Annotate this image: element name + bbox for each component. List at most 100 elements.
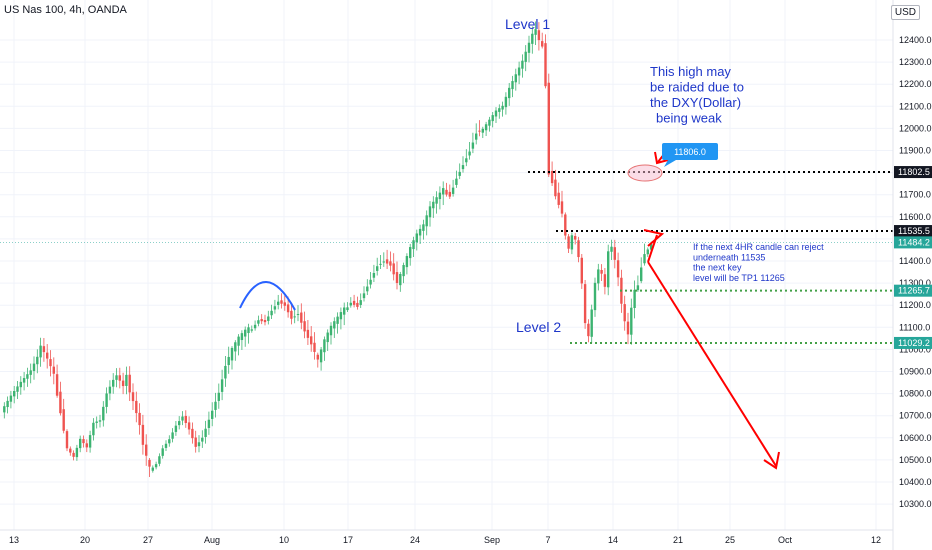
candle-body	[174, 425, 178, 432]
candle-body	[352, 300, 356, 305]
currency-button[interactable]: USD	[890, 5, 920, 20]
y-tick-label: 11600.0	[899, 212, 931, 222]
candle-body	[468, 151, 471, 156]
candle-body	[636, 285, 640, 291]
candle-body	[273, 306, 277, 310]
candle-body	[521, 60, 524, 69]
candle-body	[263, 320, 267, 323]
rejection-arrow-line	[647, 234, 658, 263]
candle-body	[293, 316, 296, 318]
candle-body	[75, 447, 79, 458]
candle-body	[148, 459, 151, 467]
x-tick-label: 14	[608, 535, 618, 545]
price-label-badge	[894, 236, 932, 249]
candle-body	[379, 263, 382, 265]
candle-body	[52, 366, 55, 374]
candle-body	[643, 254, 646, 264]
candle-body	[39, 345, 42, 358]
candle-body	[19, 381, 22, 388]
candle-body	[590, 309, 593, 337]
candle-body	[118, 375, 121, 381]
red-arrows	[643, 143, 780, 470]
y-axis-ticks: 12400.0 12300.0 12200.0 12100.0 12000.0 11900…	[899, 35, 932, 509]
price-label-badge	[894, 166, 932, 179]
candle-body	[211, 410, 214, 419]
candle-body	[326, 332, 329, 343]
y-tick-label: 10500.0	[899, 455, 932, 465]
x-tick-label: 12	[871, 535, 881, 545]
plan-text-line: If the next 4HR candle can reject	[693, 242, 824, 252]
candle-body	[310, 336, 313, 345]
candle-body	[445, 189, 448, 195]
candle-body	[607, 251, 610, 288]
candle-body	[36, 356, 39, 365]
y-tick-label: 10700.0	[899, 411, 932, 421]
candle-body	[247, 327, 250, 334]
candle-body	[16, 386, 19, 392]
candle-body	[646, 249, 649, 255]
candle-body	[234, 342, 237, 352]
candle-body	[187, 422, 191, 430]
x-tick-label: 20	[80, 535, 90, 545]
candle-body	[105, 393, 108, 407]
y-tick-label: 11100.0	[899, 322, 930, 332]
candle-body	[92, 422, 95, 436]
candle-body	[481, 128, 484, 133]
candle-body	[227, 356, 230, 366]
candle-body	[541, 41, 544, 47]
candle-body	[385, 259, 389, 264]
candle-body	[498, 108, 501, 112]
pointer-arrow-head	[654, 151, 669, 165]
price-label-text: 11265.7	[898, 286, 930, 296]
candle-body	[102, 406, 105, 421]
rounded-top-arc	[239, 281, 296, 311]
candle-body	[399, 274, 402, 286]
x-tick-label: 27	[143, 535, 153, 545]
candle-body	[554, 179, 557, 197]
candle-body	[145, 444, 148, 456]
candle-body	[524, 51, 527, 62]
candle-body	[448, 191, 451, 197]
candle-body	[161, 448, 164, 456]
candle-body	[560, 201, 564, 214]
candle-body	[458, 171, 461, 176]
candle-body	[240, 333, 244, 341]
candle-body	[141, 424, 145, 445]
candle-body	[98, 420, 102, 422]
candle-body	[534, 29, 537, 35]
candle-body	[577, 240, 580, 258]
candle-body	[283, 302, 286, 306]
x-tick-label: 13	[9, 535, 19, 545]
candle-body	[527, 42, 531, 53]
candle-body	[55, 374, 59, 396]
candle-body	[26, 374, 29, 379]
candle-body	[346, 307, 349, 311]
candle-body	[422, 224, 425, 231]
candle-body	[415, 233, 418, 243]
candle-body	[392, 263, 395, 275]
candle-body	[409, 247, 412, 259]
candle-body	[313, 342, 316, 352]
candle-body	[300, 312, 303, 323]
price-label-text: 11484.2	[898, 237, 930, 247]
candle-body	[214, 401, 217, 410]
candle-body	[85, 443, 88, 448]
candle-body	[451, 187, 455, 194]
x-tick-label: 17	[343, 535, 353, 545]
candle-body	[178, 421, 181, 426]
rejection-arrow-head	[643, 229, 665, 247]
candle-body	[316, 354, 319, 360]
candle-body	[319, 349, 323, 363]
candle-body	[491, 115, 494, 122]
candle-body	[29, 370, 32, 375]
callout-value: 11806.0	[674, 147, 706, 157]
y-tick-label: 10600.0	[899, 433, 932, 443]
candle-body	[580, 257, 583, 284]
candle-body	[69, 448, 72, 453]
candle-body	[59, 391, 62, 414]
candle-body	[504, 96, 508, 108]
candle-body	[270, 310, 273, 316]
candle-body	[339, 312, 343, 320]
x-tick-label: 21	[673, 535, 683, 545]
